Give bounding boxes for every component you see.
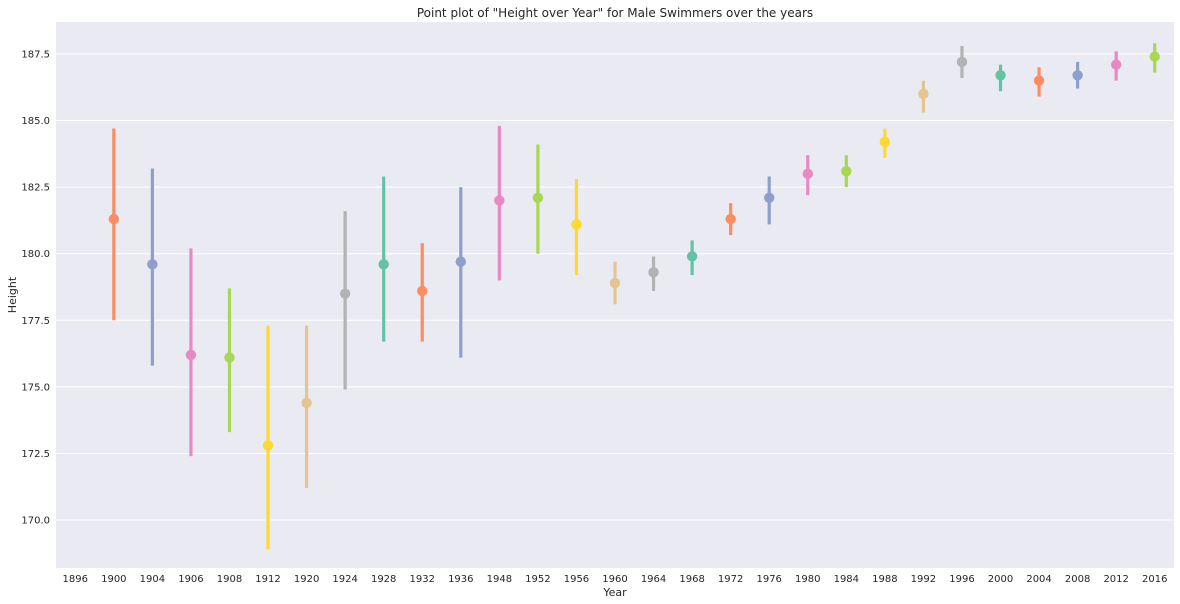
x-tick-label: 1992	[911, 574, 936, 585]
data-point	[185, 349, 197, 361]
data-point	[494, 195, 505, 206]
data-point	[1149, 51, 1160, 62]
data-point	[301, 397, 312, 409]
x-tick-label: 1980	[795, 574, 820, 585]
data-points	[108, 51, 1160, 451]
x-tick-label: 2016	[1142, 574, 1167, 585]
data-point	[147, 259, 158, 270]
x-tick-label: 1936	[448, 574, 473, 585]
x-tick-label: 1984	[834, 574, 859, 585]
x-tick-label: 1924	[332, 574, 357, 585]
y-tick-label: 170.0	[21, 516, 50, 527]
x-tick-label: 1920	[294, 574, 319, 585]
y-tick-label: 177.5	[21, 316, 50, 327]
data-point	[339, 288, 351, 299]
x-tick-label: 2000	[988, 574, 1013, 585]
y-tick-label: 182.5	[21, 183, 50, 194]
x-tick-label: 1906	[178, 574, 203, 585]
x-tick-label: 1912	[255, 574, 280, 585]
data-point	[1033, 75, 1045, 86]
y-tick-label: 172.5	[21, 449, 50, 460]
x-tick-label: 1976	[756, 574, 781, 585]
data-point	[455, 256, 466, 267]
x-tick-label: 2004	[1026, 574, 1051, 585]
x-tick-label: 1932	[410, 574, 435, 585]
x-tick-label: 1948	[487, 574, 512, 585]
data-point	[108, 213, 120, 225]
y-tick-label: 175.0	[21, 382, 50, 393]
y-tick-label: 180.0	[21, 249, 50, 260]
data-point	[956, 56, 968, 68]
x-tick-label: 1904	[140, 574, 165, 585]
x-tick-label: 2008	[1065, 574, 1090, 585]
data-point	[609, 277, 621, 289]
data-point	[725, 213, 736, 225]
x-tick-label: 1952	[525, 574, 550, 585]
y-axis-label: Height	[6, 276, 19, 313]
data-point	[918, 88, 929, 100]
x-axis-label: Year	[602, 586, 627, 599]
x-tick-label: 1956	[564, 574, 589, 585]
data-point	[1110, 59, 1122, 70]
x-tick-label: 1988	[872, 574, 897, 585]
y-tick-label: 187.5	[21, 49, 50, 60]
data-point	[764, 192, 775, 203]
x-tick-label: 1996	[949, 574, 974, 585]
chart-title: Point plot of "Height over Year" for Mal…	[417, 6, 813, 20]
data-point	[224, 352, 235, 363]
data-point	[841, 165, 852, 177]
x-tick-label: 1968	[679, 574, 704, 585]
x-tick-label: 1896	[63, 574, 88, 585]
data-point	[1072, 70, 1083, 81]
x-tick-label: 1972	[718, 574, 743, 585]
data-point	[879, 136, 891, 148]
data-point	[532, 192, 544, 203]
x-tick-label: 1900	[101, 574, 126, 585]
x-tick-label: 1964	[641, 574, 666, 585]
data-point	[686, 251, 698, 262]
data-point	[802, 168, 813, 180]
data-point	[262, 440, 274, 451]
data-point	[648, 267, 659, 278]
data-point	[378, 259, 389, 270]
grid-lines	[56, 53, 1174, 521]
x-tick-label: 1928	[371, 574, 396, 585]
x-tick-label: 1960	[602, 574, 627, 585]
data-point	[995, 70, 1006, 81]
y-axis-ticks: 170.0 172.5 175.0 177.5 180.0 182.5 185.0 187.5	[21, 49, 50, 526]
x-axis-ticks: 1896 1900 1904 1906 1908 1912 1920 1924 1928 1932…	[63, 574, 1168, 585]
y-tick-label: 185.0	[21, 116, 50, 127]
x-tick-label: 2012	[1103, 574, 1128, 585]
x-tick-label: 1908	[217, 574, 242, 585]
data-point	[571, 219, 582, 230]
data-point	[417, 285, 428, 297]
